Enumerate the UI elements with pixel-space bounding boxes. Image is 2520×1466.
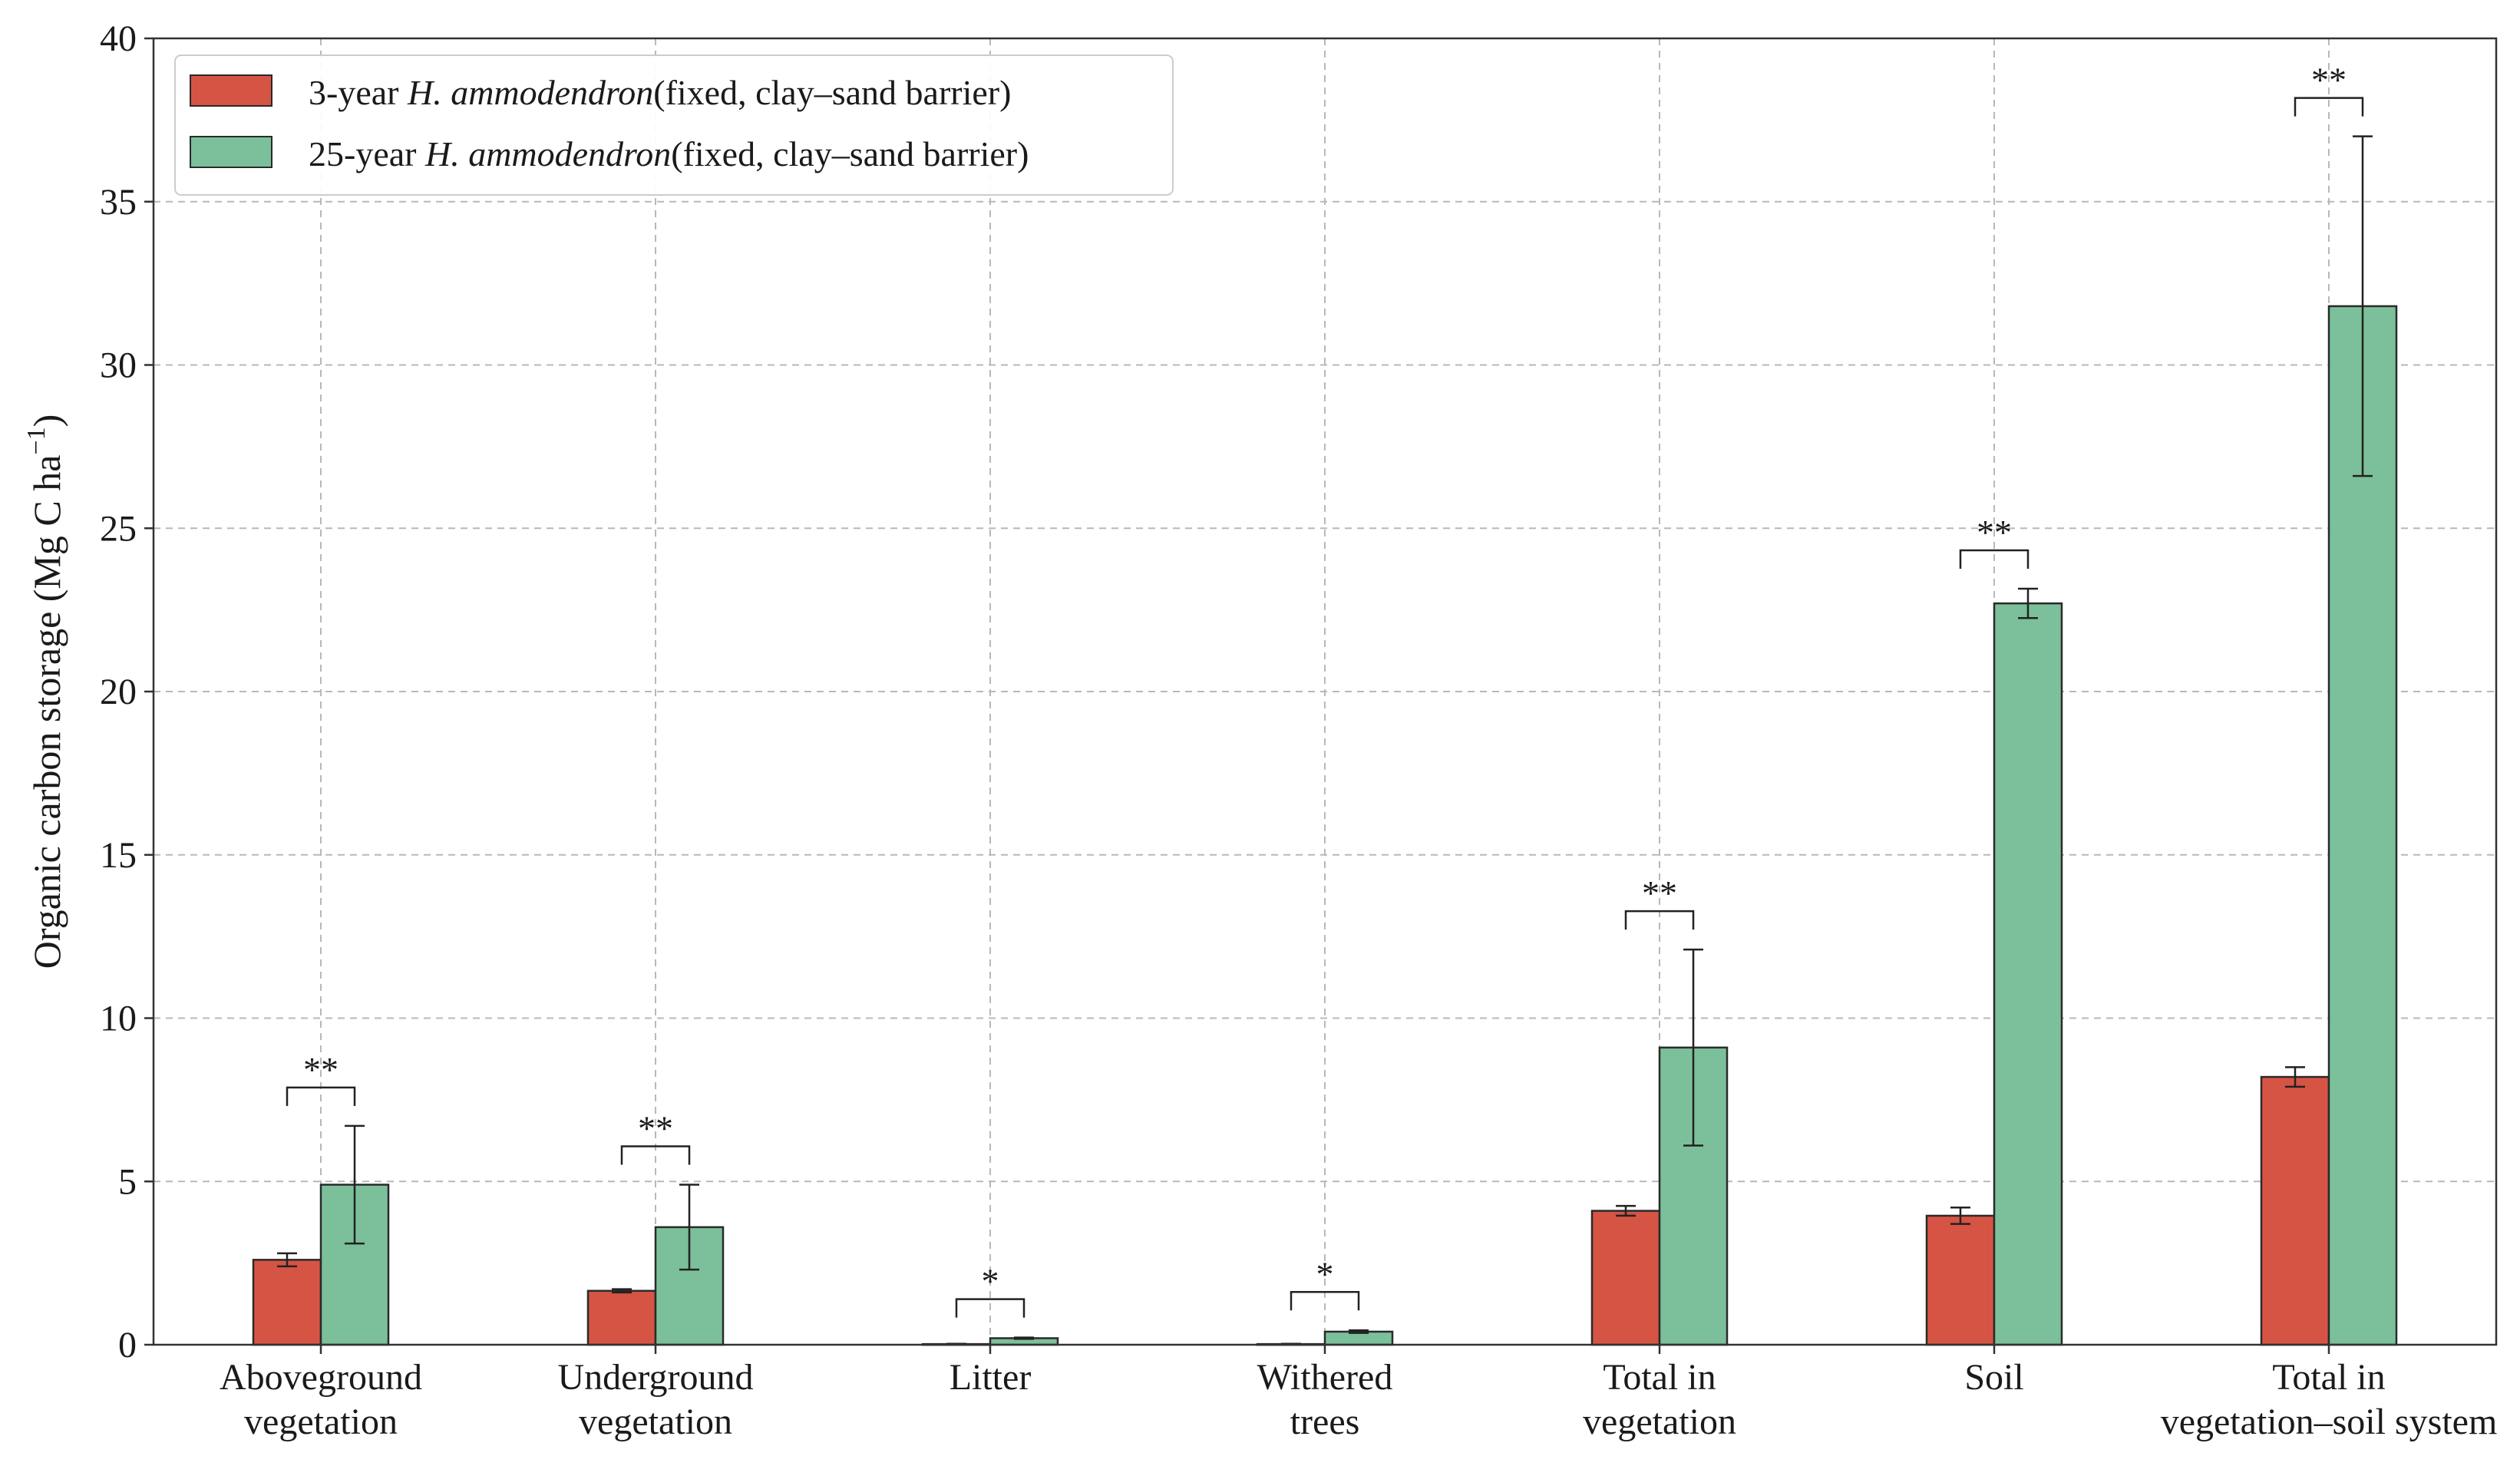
y-tick-label: 5 — [118, 1161, 137, 1202]
significance-bracket — [1290, 1291, 1360, 1311]
significance-label: ** — [638, 1109, 673, 1148]
significance-label: ** — [303, 1050, 339, 1089]
legend-label-3-year: 3-year H. ammodendron(fixed, clay–sand b… — [309, 73, 1011, 112]
grid — [154, 38, 2496, 1345]
x-tick-label-line: trees — [1290, 1402, 1360, 1442]
significance-label: ** — [1977, 513, 2012, 552]
legend-label-25-year-suffix: (fixed, clay–sand barrier) — [671, 134, 1029, 173]
significance-label: ** — [2311, 61, 2347, 100]
y-tick-label: 0 — [118, 1325, 137, 1365]
y-tick-label: 25 — [100, 508, 137, 549]
legend-label-3-year-suffix: (fixed, clay–sand barrier) — [653, 73, 1011, 112]
x-tick-label-line: vegetation — [1583, 1402, 1736, 1442]
y-axis-title-superscript: −1 — [22, 427, 51, 454]
x-tick-label-line: Aboveground — [220, 1357, 422, 1398]
error-bars — [277, 135, 2373, 1345]
y-tick-label: 35 — [100, 182, 137, 223]
x-tick-label-soil: Soil — [1964, 1357, 2023, 1398]
x-tick-label-line: Soil — [1964, 1357, 2023, 1398]
y-tick-label: 30 — [100, 345, 137, 386]
x-tick-label-line: Withered — [1257, 1357, 1393, 1398]
bar-25-year-soil — [1993, 602, 2063, 1346]
x-tick-label-underground-vegetation: Underground vegetation — [557, 1357, 753, 1442]
legend-label-3-year-species: H. ammodendron — [407, 73, 653, 112]
x-tick-label-total-in-vegetation: Total in vegetation — [1583, 1357, 1736, 1442]
significance-label: * — [982, 1262, 999, 1301]
significance-label: ** — [1642, 873, 1677, 913]
bar-3-year-total-in-vegetation-soil-system — [2260, 1075, 2330, 1346]
y-axis-title-main: Organic carbon storage (Mg C ha — [25, 455, 68, 969]
legend: 3-year H. ammodendron(fixed, clay–sand b… — [174, 54, 1174, 196]
significance-bracket — [1624, 910, 1695, 930]
legend-label-25-year-species: H. ammodendron — [424, 134, 671, 173]
significance-label: * — [1316, 1254, 1334, 1293]
legend-label-3-year-prefix: 3-year — [309, 73, 408, 112]
y-tick-label: 40 — [100, 18, 137, 59]
x-tick-label-line: vegetation–soil system — [2161, 1402, 2498, 1442]
y-axis-title-close: ) — [25, 414, 68, 428]
x-tick-label-line: Litter — [950, 1357, 1032, 1398]
significance-bracket — [286, 1086, 356, 1106]
x-tick-label-withered-trees: Withered trees — [1257, 1357, 1393, 1442]
significance-bracket — [1959, 549, 2030, 569]
y-tick-label: 20 — [100, 672, 137, 712]
x-tick-label-line: vegetation — [579, 1402, 732, 1442]
legend-label-25-year: 25-year H. ammodendron(fixed, clay–sand … — [309, 134, 1029, 173]
legend-swatch-3-year — [190, 74, 272, 107]
x-tick-label-line: Total in — [2272, 1357, 2385, 1398]
y-tick-label: 10 — [100, 999, 137, 1039]
significance-bracket — [620, 1145, 691, 1165]
x-tick-label-total-in-vegetation-soil-system: Total in vegetation–soil system — [2161, 1357, 2498, 1442]
y-tick-label: 15 — [100, 835, 137, 876]
x-tick-label-line: Underground — [557, 1357, 753, 1398]
y-axis: 0 5 10 15 20 25 30 35 40 — [100, 18, 154, 1365]
legend-swatch-25-year — [190, 136, 272, 168]
bar-3-year-total-in-vegetation — [1590, 1210, 1661, 1346]
bars — [252, 305, 2398, 1346]
bar-3-year-aboveground-vegetation — [252, 1259, 322, 1346]
x-tick-label-aboveground-vegetation: Aboveground vegetation — [220, 1357, 422, 1442]
x-tick-label-line: Total in — [1603, 1357, 1716, 1398]
x-tick-label-line: vegetation — [244, 1402, 398, 1442]
bar-3-year-underground-vegetation — [586, 1289, 657, 1346]
significance-bracket — [955, 1298, 1026, 1318]
x-tick-label-litter: Litter — [950, 1357, 1032, 1398]
significance-bracket — [2294, 97, 2364, 117]
legend-label-25-year-prefix: 25-year — [309, 134, 425, 173]
bar-3-year-soil — [1925, 1214, 1996, 1346]
bar-25-year-total-in-vegetation-soil-system — [2327, 305, 2398, 1346]
significance-markers: ***** ******* — [286, 61, 2364, 1318]
y-axis-title: Organic carbon storage (Mg C ha−1) — [22, 414, 68, 969]
legend-frame — [174, 54, 1174, 196]
